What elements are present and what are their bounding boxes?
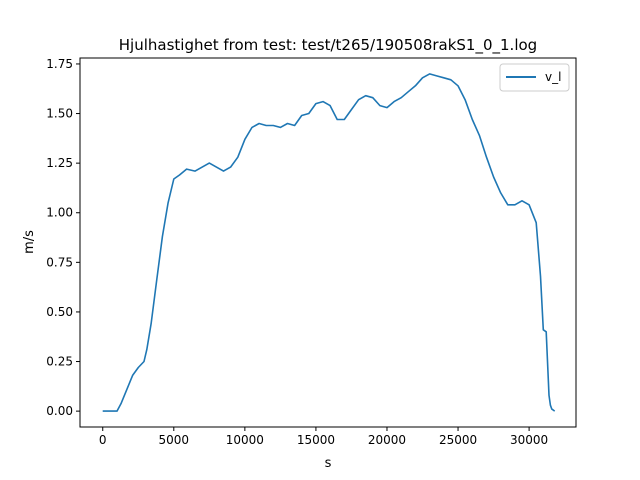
- series-line-v_l: [102, 73, 556, 412]
- axes-frame: [79, 57, 577, 428]
- x-tick-label: 20000: [368, 433, 406, 447]
- x-tick-label: 25000: [439, 433, 477, 447]
- y-tick-label: 0.75: [46, 255, 73, 269]
- x-tick-label: 30000: [510, 433, 548, 447]
- x-tick-label: 0: [99, 433, 107, 447]
- y-tick-label: 1.00: [46, 206, 73, 220]
- x-axis: 0 5000 10000 15000 20000 25000 30000: [99, 427, 548, 447]
- y-tick-label: 0.50: [46, 305, 73, 319]
- plot-area: [79, 57, 577, 428]
- x-axis-label: s: [325, 456, 332, 471]
- y-tick-label: 1.50: [46, 107, 73, 121]
- x-tick-label: 15000: [297, 433, 335, 447]
- legend: v_l: [499, 63, 570, 92]
- x-tick-label: 5000: [159, 433, 190, 447]
- y-tick-label: 1.75: [46, 57, 73, 71]
- y-axis-label: m/s: [22, 230, 37, 254]
- chart-title: Hjulhastighet from test: test/t265/19050…: [119, 36, 537, 55]
- y-tick-label: 1.25: [46, 156, 73, 170]
- series-group: [102, 73, 556, 412]
- x-tick-label: 10000: [226, 433, 264, 447]
- y-tick-label: 0.25: [46, 355, 73, 369]
- y-axis: 0.00 0.25 0.50 0.75 1.00 1.25 1.50 1.75: [46, 57, 80, 418]
- y-tick-label: 0.00: [46, 404, 73, 418]
- legend-label-v_l: v_l: [545, 70, 561, 84]
